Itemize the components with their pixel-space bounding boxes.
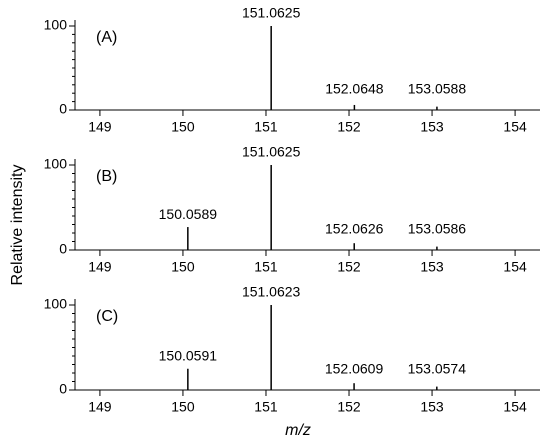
x-tick-label: 153	[420, 119, 444, 135]
peak-label: 151.0625	[242, 144, 301, 160]
y-axis-label: Relative intensity	[9, 165, 26, 286]
x-tick-label: 150	[171, 259, 195, 275]
x-tick-label: 153	[420, 259, 444, 275]
x-tick-label: 152	[337, 259, 361, 275]
x-tick-label: 153	[420, 399, 444, 415]
y-tick-label: 100	[44, 17, 68, 33]
y-tick-label: 100	[44, 156, 68, 172]
x-tick-label: 149	[88, 119, 112, 135]
panel-title: (C)	[96, 308, 118, 325]
peak-label: 152.0648	[325, 81, 384, 97]
x-tick-label: 151	[254, 119, 278, 135]
peak-label: 150.0589	[159, 206, 218, 222]
x-tick-label: 152	[337, 399, 361, 415]
y-tick-label: 0	[59, 241, 67, 257]
peak-label: 153.0588	[408, 81, 467, 97]
peak-label: 151.0623	[242, 284, 301, 300]
x-tick-label: 149	[88, 399, 112, 415]
x-tick-label: 154	[503, 259, 527, 275]
x-tick-label: 154	[503, 399, 527, 415]
x-axis-label: m/z	[285, 422, 311, 439]
x-tick-label: 151	[254, 399, 278, 415]
x-tick-label: 150	[171, 119, 195, 135]
x-tick-label: 151	[254, 259, 278, 275]
panel-title: (A)	[96, 29, 117, 46]
y-tick-label: 0	[59, 101, 67, 117]
x-tick-label: 154	[503, 119, 527, 135]
panel-title: (B)	[96, 168, 117, 185]
peak-label: 153.0574	[408, 361, 467, 377]
y-tick-label: 100	[44, 296, 68, 312]
peak-label: 150.0591	[159, 347, 218, 363]
peak-label: 153.0586	[408, 221, 467, 237]
x-tick-label: 149	[88, 259, 112, 275]
peak-label: 152.0609	[325, 361, 384, 377]
peak-label: 152.0626	[325, 221, 384, 237]
y-tick-label: 0	[59, 381, 67, 397]
x-tick-label: 150	[171, 399, 195, 415]
peak-label: 151.0625	[242, 5, 301, 21]
x-tick-label: 152	[337, 119, 361, 135]
